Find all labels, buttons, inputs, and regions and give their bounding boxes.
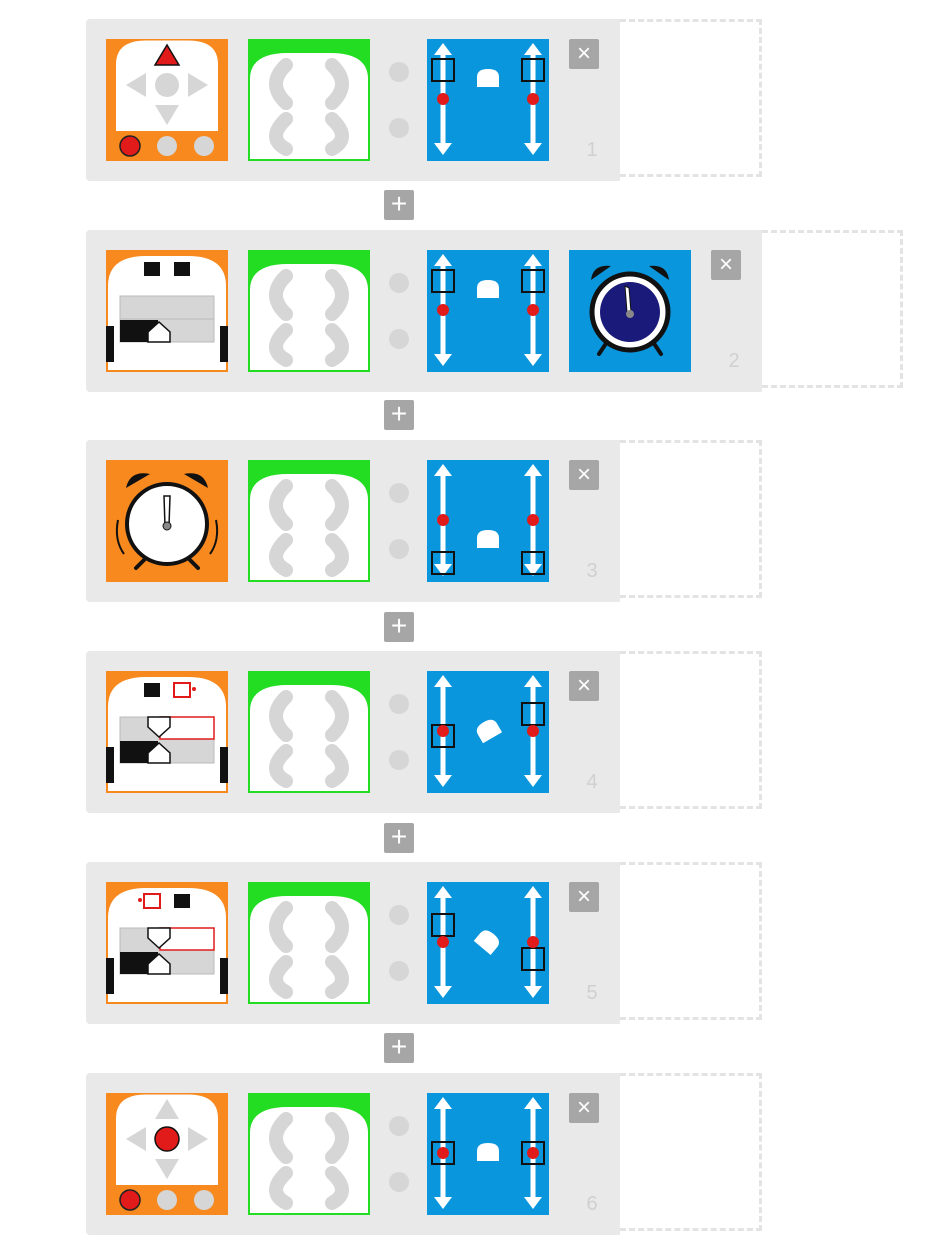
connector-dot	[389, 961, 409, 981]
connector-dot	[389, 905, 409, 925]
led-card[interactable]	[248, 39, 370, 161]
action-card-motors[interactable]	[427, 39, 549, 161]
add-rule-button[interactable]: +	[384, 400, 414, 430]
led-ring-icon	[248, 39, 370, 161]
led-ring-icon	[248, 1093, 370, 1215]
drop-slot[interactable]	[620, 651, 762, 809]
connector-dot	[389, 539, 409, 559]
led-card[interactable]	[248, 1093, 370, 1215]
connector-dot	[389, 750, 409, 770]
delete-rule-button[interactable]: ×	[569, 882, 599, 912]
add-rule-button[interactable]: +	[384, 612, 414, 642]
connector-dot	[389, 1116, 409, 1136]
motors-stop-icon	[427, 1093, 549, 1215]
rule-number: 1	[586, 139, 598, 161]
drop-slot[interactable]	[620, 862, 762, 1020]
event-card-center-button[interactable]	[106, 1093, 228, 1215]
action-card-timer[interactable]	[569, 250, 691, 372]
connector-dot	[389, 273, 409, 293]
line-sensor-icon	[106, 250, 228, 372]
event-card-up-button[interactable]	[106, 39, 228, 161]
turn-left-icon	[427, 882, 549, 1004]
action-card-motors[interactable]	[427, 250, 549, 372]
rule-number: 6	[586, 1193, 598, 1215]
add-rule-button[interactable]: +	[384, 190, 414, 220]
action-card-motors[interactable]	[427, 882, 549, 1004]
add-rule-button[interactable]: +	[384, 1033, 414, 1063]
line-sensor-left-icon	[106, 671, 228, 793]
connector-dot	[389, 694, 409, 714]
drop-slot[interactable]	[620, 440, 762, 598]
delete-rule-button[interactable]: ×	[569, 671, 599, 701]
action-card-motors[interactable]	[427, 1093, 549, 1215]
drop-slot[interactable]	[762, 230, 903, 388]
motors-forward-icon	[427, 250, 549, 372]
add-rule-button[interactable]: +	[384, 823, 414, 853]
rule-number: 2	[728, 350, 740, 372]
delete-rule-button[interactable]: ×	[569, 39, 599, 69]
event-card-line-sensor-right[interactable]	[106, 882, 228, 1004]
led-ring-icon	[248, 882, 370, 1004]
led-card[interactable]	[248, 250, 370, 372]
motors-backward-icon	[427, 460, 549, 582]
delete-rule-button[interactable]: ×	[711, 250, 741, 280]
connector-dot	[389, 62, 409, 82]
connector-dot	[389, 118, 409, 138]
timer-alarm-icon	[106, 460, 228, 582]
motors-forward-icon	[427, 39, 549, 161]
rule-number: 3	[586, 560, 598, 582]
rule-number: 4	[586, 771, 598, 793]
drop-slot[interactable]	[620, 1073, 762, 1231]
event-card-timer[interactable]	[106, 460, 228, 582]
drop-slot[interactable]	[620, 19, 762, 177]
led-ring-icon	[248, 671, 370, 793]
action-card-motors[interactable]	[427, 460, 549, 582]
delete-rule-button[interactable]: ×	[569, 460, 599, 490]
up-arrow-button-icon	[106, 39, 228, 161]
led-ring-icon	[248, 250, 370, 372]
alarm-clock-icon	[569, 250, 691, 372]
line-sensor-right-icon	[106, 882, 228, 1004]
turn-right-icon	[427, 671, 549, 793]
center-button-icon	[106, 1093, 228, 1215]
led-card[interactable]	[248, 882, 370, 1004]
connector-dot	[389, 483, 409, 503]
led-card[interactable]	[248, 671, 370, 793]
led-card[interactable]	[248, 460, 370, 582]
delete-rule-button[interactable]: ×	[569, 1093, 599, 1123]
connector-dot	[389, 1172, 409, 1192]
event-card-line-sensor[interactable]	[106, 250, 228, 372]
event-card-line-sensor-left[interactable]	[106, 671, 228, 793]
led-ring-icon	[248, 460, 370, 582]
connector-dot	[389, 329, 409, 349]
action-card-motors[interactable]	[427, 671, 549, 793]
rule-number: 5	[586, 982, 598, 1004]
